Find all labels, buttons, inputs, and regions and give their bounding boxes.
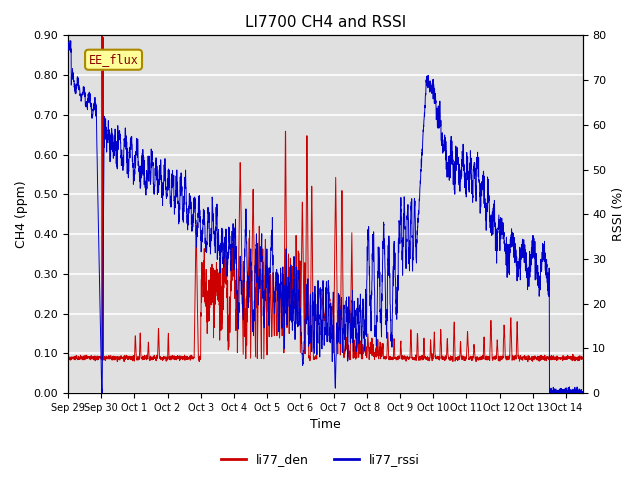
Legend: li77_den, li77_rssi: li77_den, li77_rssi	[216, 448, 424, 471]
X-axis label: Time: Time	[310, 419, 340, 432]
Text: EE_flux: EE_flux	[88, 53, 138, 66]
Title: LI7700 CH4 and RSSI: LI7700 CH4 and RSSI	[244, 15, 406, 30]
Y-axis label: RSSI (%): RSSI (%)	[612, 187, 625, 241]
Y-axis label: CH4 (ppm): CH4 (ppm)	[15, 180, 28, 248]
